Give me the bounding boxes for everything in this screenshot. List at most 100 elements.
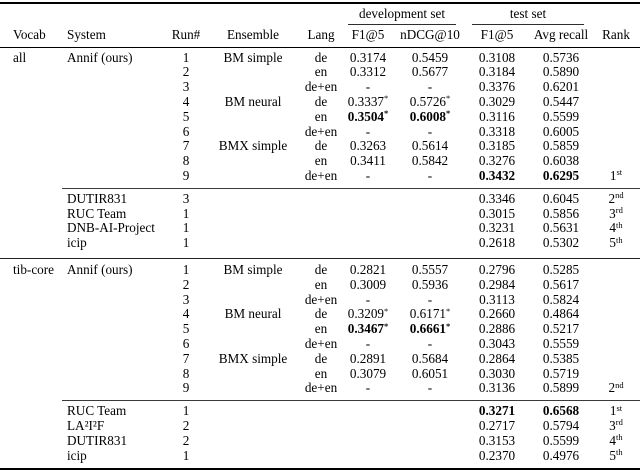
cell-system: DNB-AI-Project (67, 220, 155, 236)
cell-test_recall: 0.5217 (542, 321, 580, 337)
cell-test_recall: 0.4976 (542, 447, 580, 463)
cell-test_f1: 0.2370 (478, 447, 516, 463)
cell-rank: 3rd (609, 205, 623, 221)
cell-lang (302, 187, 340, 207)
cell-rank (592, 47, 640, 65)
cell-vocab (0, 381, 62, 400)
cell-lang: de (314, 138, 328, 154)
table-row: icip 1 0.2618 0.5302 5th (0, 234, 640, 258)
cell-ensemble (204, 449, 302, 470)
cell-dev_ndcg (396, 449, 464, 470)
cell-lang: de (314, 49, 328, 65)
cell-dev_ndcg: 0.6661* (409, 320, 451, 337)
cell-system: Annif (ours) (62, 257, 168, 278)
cell-test_f1: 0.3432 (478, 167, 516, 183)
cell-test_f1: 0.3113 (479, 291, 515, 307)
cell-dev_ndcg: - (427, 167, 433, 183)
cell-dev_f1: 0.3411 (350, 153, 386, 169)
cell-test_recall: 0.5599 (542, 108, 580, 124)
cell-dev_ndcg: - (427, 335, 433, 351)
cell-ensemble (204, 337, 302, 352)
cell-dev_ndcg (396, 207, 464, 222)
cell-ensemble (204, 381, 302, 400)
cell-test_f1: 0.3185 (478, 138, 516, 154)
cell-test_f1: 0.3276 (478, 153, 516, 169)
cell-test_recall: 0.6568 (530, 400, 593, 419)
cell-test_f1: 0.2864 (478, 350, 516, 366)
cell-dev_f1: - (365, 380, 371, 396)
cell-dev_f1 (340, 221, 396, 236)
cell-lang (302, 419, 340, 434)
cell-dev_ndcg: - (427, 291, 433, 307)
cell-vocab (0, 125, 62, 140)
cell-system: icip (67, 235, 87, 251)
cell-vocab (0, 278, 62, 293)
cell-ensemble: BM simple (204, 257, 302, 278)
cell-rank (592, 352, 640, 367)
cell-lang: de (314, 306, 328, 322)
table-row: 9 de+en - - 0.3136 0.5899 2nd (0, 379, 640, 400)
cell-system (62, 293, 168, 308)
table-row: 4 BM neural de 0.3337* 0.5726* 0.3029 0.5447 (0, 93, 640, 110)
cell-dev_f1 (340, 434, 396, 449)
cell-test_f1: 0.3231 (478, 220, 516, 236)
table-row: 8 en 0.3411 0.5842 0.3276 0.6038 (0, 153, 640, 169)
cell-test_recall: 0.5385 (542, 350, 580, 366)
table-row: all Annif (ours) 1 BM simple de 0.3174 0.5459 0… (0, 47, 640, 65)
cell-dev_f1 (340, 207, 396, 222)
cell-test_f1: 0.2796 (464, 257, 530, 278)
cell-ensemble (204, 65, 302, 80)
cell-vocab (0, 154, 62, 169)
cell-ensemble (204, 400, 302, 419)
cell-system: icip (67, 447, 87, 463)
cell-system: LA²I²F (67, 417, 105, 433)
cell-vocab (0, 293, 62, 308)
cell-rank: 5th (609, 234, 623, 251)
cell-dev_f1: - (365, 335, 371, 351)
cell-ensemble: BM neural (224, 306, 282, 322)
cell-system (62, 381, 168, 400)
cell-dev_f1: 0.3337* (347, 93, 389, 109)
cell-test_f1: 0.3153 (478, 432, 516, 448)
cell-run: 1 (168, 257, 204, 278)
cell-dev_ndcg: 0.6171* (409, 305, 451, 322)
cell-dev_f1 (340, 187, 396, 207)
cell-rank: 2nd (592, 187, 640, 207)
cell-dev_ndcg: 0.5842 (411, 153, 449, 169)
cell-rank (592, 322, 640, 337)
cell-rank: 1st (609, 167, 623, 183)
cell-system: DUTIR831 (67, 432, 128, 448)
cell-system (62, 352, 168, 367)
cell-run: 1 (182, 447, 190, 463)
cell-system (62, 125, 168, 140)
cell-rank (592, 80, 640, 95)
cell-vocab (0, 236, 62, 258)
cell-test_f1: 0.3043 (478, 335, 516, 351)
table-row: 6 de+en - - 0.3043 0.5559 (0, 335, 640, 352)
table-header: development set test set Vocab System Ru… (0, 3, 640, 48)
table-row: 8 en 0.3079 0.6051 0.3030 0.5719 (0, 365, 640, 382)
cell-dev_ndcg: 0.5459 (411, 49, 449, 65)
cell-ensemble (204, 322, 302, 337)
test-set-rule (472, 23, 585, 25)
cell-vocab (0, 352, 62, 367)
cell-lang (302, 449, 340, 470)
cell-rank: 2nd (608, 379, 624, 396)
table-row: tib-core Annif (ours) 1 BM simple de 0.2821 0.… (0, 257, 640, 278)
cell-lang: de+en (304, 123, 338, 139)
cell-test_f1: 0.3346 (464, 187, 530, 207)
cell-vocab (0, 221, 62, 236)
cell-lang: de (314, 350, 328, 366)
cell-run: 2 (182, 417, 190, 433)
cell-dev_f1: 0.3174 (349, 49, 387, 65)
cell-test_recall: 0.5719 (542, 365, 580, 381)
cell-run: 5 (182, 321, 190, 337)
cell-run: 1 (182, 235, 190, 251)
cell-dev_ndcg (396, 434, 464, 449)
cell-rank: 5th (609, 447, 623, 463)
cell-lang: en (314, 276, 328, 292)
cell-rank: 4th (609, 219, 623, 236)
table-row: RUC Team 1 0.3271 0.6568 1st (0, 400, 640, 419)
cell-dev_ndcg (396, 236, 464, 258)
cell-ensemble (204, 187, 302, 207)
